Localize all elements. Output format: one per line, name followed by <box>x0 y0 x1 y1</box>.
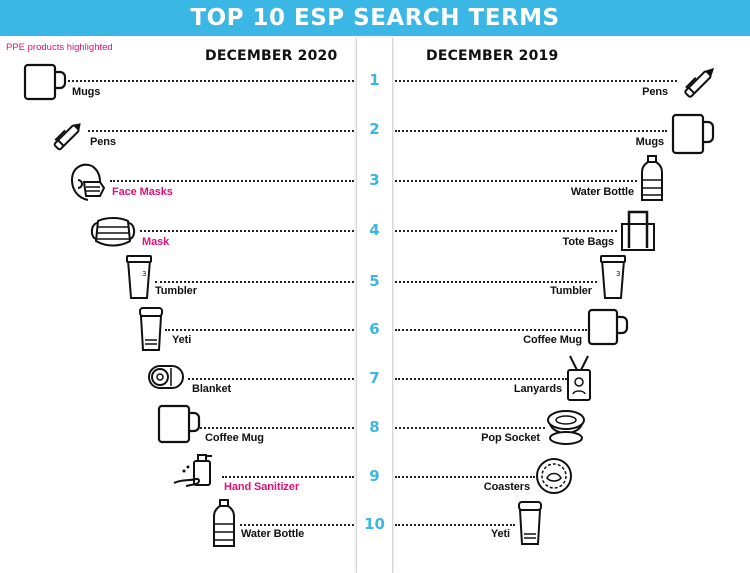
tumbler-icon: 3 <box>124 254 154 302</box>
column-heading-right: DECEMBER 2019 <box>426 48 559 64</box>
title-banner: TOP 10 ESP SEARCH TERMS <box>0 0 750 36</box>
right-item-label: Yeti <box>490 528 510 540</box>
dotted-leader <box>155 281 354 283</box>
right-item-label: Water Bottle <box>570 186 634 198</box>
rank-number: 3 <box>369 171 380 189</box>
dotted-leader <box>395 180 637 182</box>
right-item-label: Tote Bags <box>562 236 615 248</box>
dotted-leader <box>140 230 354 232</box>
center-rank-bar <box>356 38 393 573</box>
dotted-leader <box>200 427 354 429</box>
blanket-icon <box>143 362 189 396</box>
right-item-label: Mugs <box>635 136 664 148</box>
dotted-leader <box>88 130 354 132</box>
face-mask-person-icon <box>64 160 108 202</box>
hand-sanitizer-icon <box>172 451 218 491</box>
yeti-cup-icon <box>136 306 166 354</box>
dotted-leader <box>188 378 354 380</box>
left-item-label-ppe: Hand Sanitizer <box>224 481 300 493</box>
pen-icon <box>678 60 722 104</box>
right-item-label: Tumbler <box>550 285 592 297</box>
svg-text:3: 3 <box>616 270 620 278</box>
dotted-leader <box>395 329 587 331</box>
rank-number: 9 <box>369 467 380 485</box>
rank-number: 8 <box>369 418 380 436</box>
dotted-leader <box>395 427 545 429</box>
water-bottle-icon <box>638 154 666 204</box>
mug-icon <box>22 62 68 102</box>
rank-number: 10 <box>364 515 385 533</box>
svg-text:3: 3 <box>142 270 146 278</box>
dotted-leader <box>165 329 354 331</box>
left-item-label-ppe: Mask <box>142 236 170 248</box>
dotted-leader <box>395 230 617 232</box>
ppe-note: PPE products highlighted <box>6 42 113 53</box>
dotted-leader <box>395 378 567 380</box>
mug-icon <box>670 112 716 156</box>
page-title: TOP 10 ESP SEARCH TERMS <box>190 5 560 31</box>
dotted-leader <box>395 130 667 132</box>
right-item-label: Lanyards <box>513 383 562 395</box>
left-item-label: Mugs <box>72 86 101 98</box>
tote-bag-icon <box>618 208 658 252</box>
mask-icon <box>88 213 138 251</box>
column-heading-left: DECEMBER 2020 <box>205 48 338 64</box>
left-item-label: Blanket <box>192 383 232 395</box>
left-item-label: Yeti <box>172 334 192 346</box>
yeti-cup-icon <box>515 500 545 548</box>
rank-number: 1 <box>369 71 380 89</box>
rank-number: 7 <box>369 369 380 387</box>
dotted-leader <box>110 180 354 182</box>
left-item-label: Water Bottle <box>241 528 305 540</box>
left-item-label: Tumbler <box>155 285 197 297</box>
rank-number: 6 <box>369 320 380 338</box>
right-item-label: Coasters <box>483 481 530 493</box>
dotted-leader <box>395 281 597 283</box>
lanyard-icon <box>564 354 594 404</box>
coaster-icon <box>534 456 574 496</box>
rank-number: 5 <box>369 272 380 290</box>
pen-icon <box>48 116 88 156</box>
coffee-mug-icon <box>586 307 630 347</box>
right-item-label: Pop Socket <box>481 432 540 444</box>
dotted-leader <box>395 524 515 526</box>
tumbler-icon: 3 <box>598 254 628 302</box>
coffee-mug-icon <box>156 402 202 446</box>
water-bottle-icon <box>210 498 238 550</box>
right-item-label: Pens <box>642 86 668 98</box>
pop-socket-icon <box>544 406 588 446</box>
right-item-label: Coffee Mug <box>523 334 582 346</box>
dotted-leader <box>395 476 535 478</box>
left-item-label-ppe: Face Masks <box>112 186 173 198</box>
dotted-leader <box>395 80 677 82</box>
dotted-leader <box>68 80 354 82</box>
dotted-leader <box>240 524 354 526</box>
dotted-leader <box>222 476 354 478</box>
left-item-label: Pens <box>90 136 116 148</box>
rank-number: 4 <box>369 221 380 239</box>
rank-number: 2 <box>369 120 380 138</box>
left-item-label: Coffee Mug <box>205 432 264 444</box>
